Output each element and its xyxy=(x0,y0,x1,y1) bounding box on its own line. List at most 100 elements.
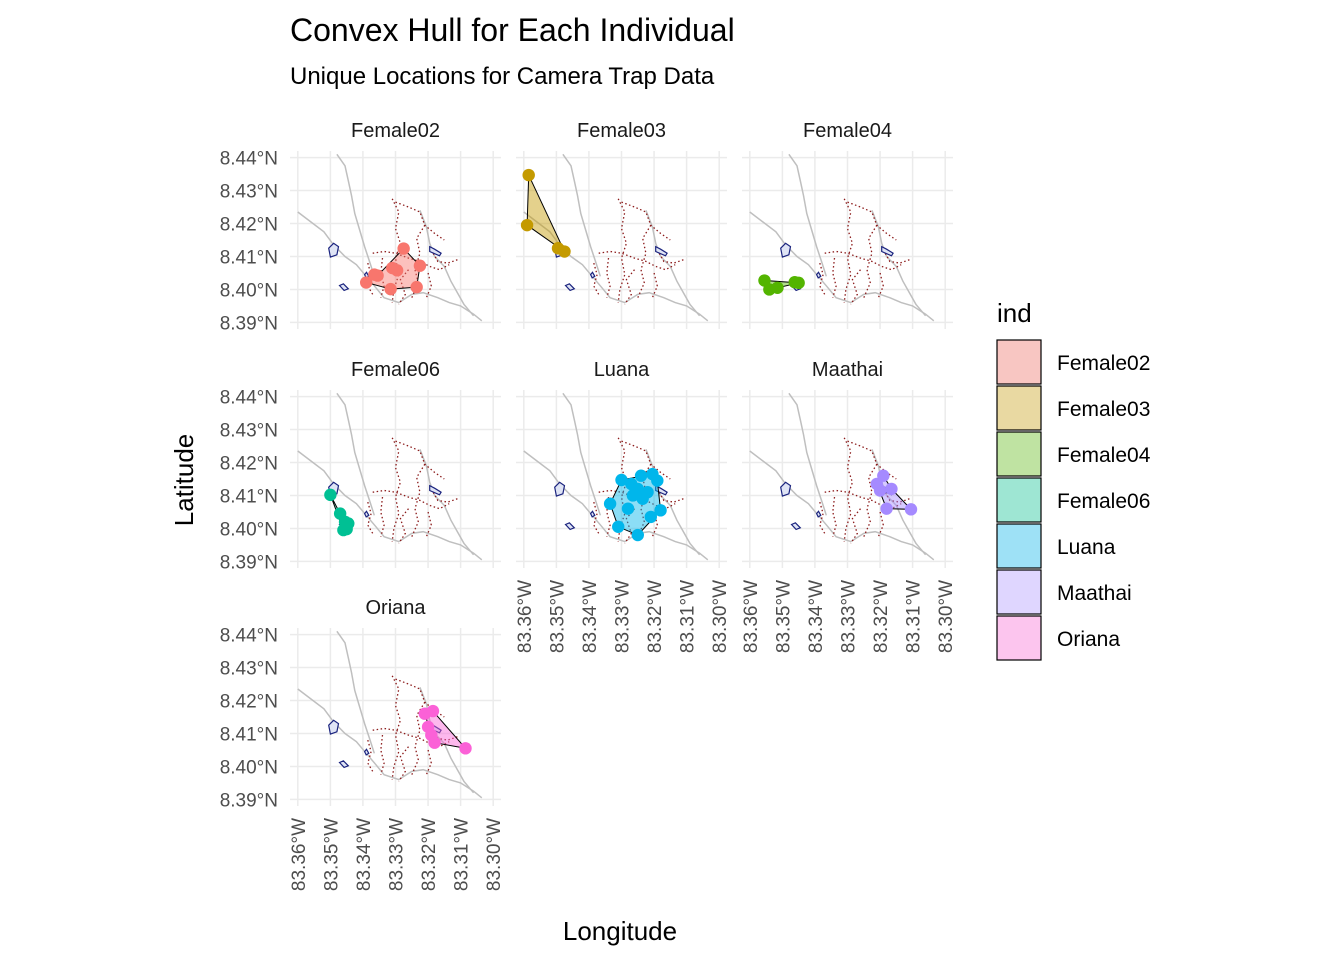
x-axis-title: Longitude xyxy=(563,916,677,946)
trail-line xyxy=(372,250,450,271)
trail-line xyxy=(832,497,837,537)
x-tick-label: 83.35°W xyxy=(547,580,568,653)
river-line xyxy=(297,688,483,799)
ridge-line xyxy=(419,210,475,317)
location-point xyxy=(410,280,423,294)
location-point xyxy=(520,218,534,232)
river-line xyxy=(749,211,935,322)
location-point xyxy=(641,485,654,499)
location-point xyxy=(634,469,648,482)
legend-title: ind xyxy=(997,298,1032,328)
y-tick-label: 8.43°N xyxy=(220,182,278,203)
x-tick-label: 83.32°W xyxy=(419,818,440,891)
ridge-line xyxy=(871,210,927,317)
location-point xyxy=(651,474,664,487)
x-tick-label: 83.33°W xyxy=(387,818,408,891)
y-tick-label: 8.40°N xyxy=(220,757,278,778)
area-polygon xyxy=(328,242,340,258)
area-polygon xyxy=(780,242,792,258)
trail-line xyxy=(367,739,374,772)
trail-line xyxy=(863,224,878,298)
area-polygon xyxy=(328,719,340,735)
chart-subtitle: Unique Locations for Camera Trap Data xyxy=(290,63,715,90)
convex-hull xyxy=(526,174,566,253)
area-polygon xyxy=(338,283,350,292)
legend: ind Female02 Female03 Female04 Female06 Luan… xyxy=(996,298,1151,661)
y-tick-label: 8.42°N xyxy=(220,215,278,236)
trail-line xyxy=(598,250,676,271)
trail-line xyxy=(617,198,628,303)
y-tick-label: 8.39°N xyxy=(220,552,278,573)
area-polygon xyxy=(589,271,596,279)
strip-label: Female06 xyxy=(351,359,440,381)
location-point xyxy=(428,736,441,749)
trail-line xyxy=(847,201,897,241)
x-tick-label: 83.36°W xyxy=(515,580,536,653)
river-line xyxy=(523,211,709,322)
trail-line xyxy=(398,269,410,305)
trail-line xyxy=(367,262,374,295)
legend-key xyxy=(996,339,1042,385)
trail-line xyxy=(637,224,652,298)
river-line xyxy=(523,450,709,561)
x-tick-label: 83.34°W xyxy=(806,580,827,653)
trail-line xyxy=(367,501,374,534)
trail-line xyxy=(395,678,445,718)
x-tick-label: 83.35°W xyxy=(773,580,794,653)
y-tick-label: 8.41°N xyxy=(220,486,278,507)
trail-line xyxy=(621,440,671,480)
location-point xyxy=(522,168,535,182)
location-point xyxy=(631,482,644,496)
area-polygon xyxy=(881,245,894,257)
location-point xyxy=(788,275,801,289)
x-tick-label: 83.35°W xyxy=(321,818,342,891)
location-point xyxy=(386,261,399,275)
location-point xyxy=(631,528,644,542)
trail-line xyxy=(877,511,884,537)
panel-female04: Female04 xyxy=(742,120,953,329)
river-line xyxy=(297,211,483,322)
legend-key xyxy=(996,569,1042,615)
legend-label: Female03 xyxy=(1057,398,1150,421)
location-point xyxy=(551,242,565,255)
trail-line xyxy=(398,746,410,782)
area-polygon xyxy=(564,283,576,292)
y-tick-label: 8.44°N xyxy=(220,149,278,170)
chart-title: Convex Hull for Each Individual xyxy=(290,12,735,48)
trail-line xyxy=(819,262,826,295)
stream-line xyxy=(788,153,828,277)
trail-line xyxy=(391,437,402,542)
river-line xyxy=(749,450,935,561)
y-tick-label: 8.44°N xyxy=(220,626,278,647)
trail-line xyxy=(621,201,671,241)
location-point xyxy=(612,520,625,533)
x-tick-label: 83.34°W xyxy=(580,580,601,653)
area-polygon xyxy=(815,510,822,518)
stream-line xyxy=(336,392,376,516)
location-point xyxy=(426,704,440,718)
trail-line xyxy=(411,463,426,537)
stream-line xyxy=(562,153,602,277)
trail-line xyxy=(430,488,458,503)
trail-line xyxy=(877,272,884,298)
area-polygon xyxy=(554,481,566,497)
trail-line xyxy=(593,501,600,534)
stream-line xyxy=(788,392,828,516)
panel-maathai: Maathai 83.36°W 83.35°W 83.34°W 83.33°W 83.32… xyxy=(741,359,957,653)
area-polygon xyxy=(780,481,792,497)
area-polygon xyxy=(564,522,576,531)
x-tick-label: 83.32°W xyxy=(871,580,892,653)
y-tick-label: 8.41°N xyxy=(220,724,278,745)
trail-line xyxy=(380,735,385,775)
y-tick-label: 8.39°N xyxy=(220,313,278,334)
location-point xyxy=(359,276,373,289)
trail-line xyxy=(850,508,862,544)
trail-line xyxy=(425,511,432,537)
y-tick-label: 8.41°N xyxy=(220,247,278,268)
legend-label: Luana xyxy=(1057,536,1116,559)
panel-luana: Luana 83.36°W 83.35°W 83.34°W 83.33°W 83.32°W… xyxy=(515,359,731,653)
trail-line xyxy=(395,440,445,480)
x-tick-label: 83.31°W xyxy=(452,818,473,891)
legend-key xyxy=(996,523,1042,569)
trail-line xyxy=(882,488,910,503)
